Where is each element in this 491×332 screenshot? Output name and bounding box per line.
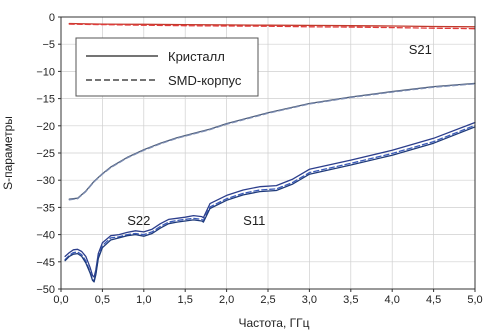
y-tick-label: −5 xyxy=(42,39,55,51)
x-tick-label: 3,5 xyxy=(343,294,358,306)
y-tick-label: −45 xyxy=(36,257,55,269)
x-tick-label: 5,0 xyxy=(467,294,482,306)
x-tick-label: 2,5 xyxy=(260,294,275,306)
legend-label-smd: SMD-корпус xyxy=(168,73,242,88)
series-line-s11-solid xyxy=(64,126,476,283)
x-tick-label: 4,0 xyxy=(385,294,400,306)
annotations: S21 S22 S11 xyxy=(127,42,432,228)
x-tick-label: 1,5 xyxy=(178,294,193,306)
x-tick-label: 0,0 xyxy=(53,294,68,306)
series-line-s22-solid xyxy=(68,82,476,200)
series-line-s22-dashed xyxy=(68,83,476,201)
annotation-s21: S21 xyxy=(409,42,432,57)
annotation-s22: S22 xyxy=(127,213,150,228)
y-axis-label: S-параметры xyxy=(1,116,15,190)
x-axis-label: Частота, ГГц xyxy=(238,316,309,330)
x-tick-label: 0,5 xyxy=(95,294,110,306)
y-tick-label: −10 xyxy=(36,66,55,78)
y-tick-label: −30 xyxy=(36,175,55,187)
series-layer xyxy=(64,22,476,283)
x-tick-label: 4,5 xyxy=(426,294,441,306)
x-tick-label: 3,0 xyxy=(302,294,317,306)
legend-box xyxy=(75,37,259,97)
series-line-s11-solid xyxy=(64,121,476,278)
y-tick-label: −35 xyxy=(36,202,55,214)
y-tick-label: 0 xyxy=(49,12,55,24)
y-tick-label: −25 xyxy=(36,148,55,160)
x-tick-label: 2,0 xyxy=(219,294,234,306)
series-line-s21-solid xyxy=(68,22,476,28)
annotation-s11: S11 xyxy=(243,213,265,228)
y-tick-label: −15 xyxy=(36,94,55,106)
tick-labels: 0,0 0,5 1,0 1,5 2,0 2,5 3,0 3,5 4,0 4,5 5,0 0 −5 −10 −… xyxy=(36,12,482,306)
legend: Кристалл SMD-корпус xyxy=(75,37,259,97)
y-tick-label: −50 xyxy=(36,284,55,296)
x-tick-label: 1,0 xyxy=(136,294,151,306)
legend-label-crystal: Кристалл xyxy=(168,49,225,64)
y-tick-label: −40 xyxy=(36,230,55,242)
y-tick-label: −20 xyxy=(36,121,55,133)
series-line-s21-dashed xyxy=(68,23,476,30)
